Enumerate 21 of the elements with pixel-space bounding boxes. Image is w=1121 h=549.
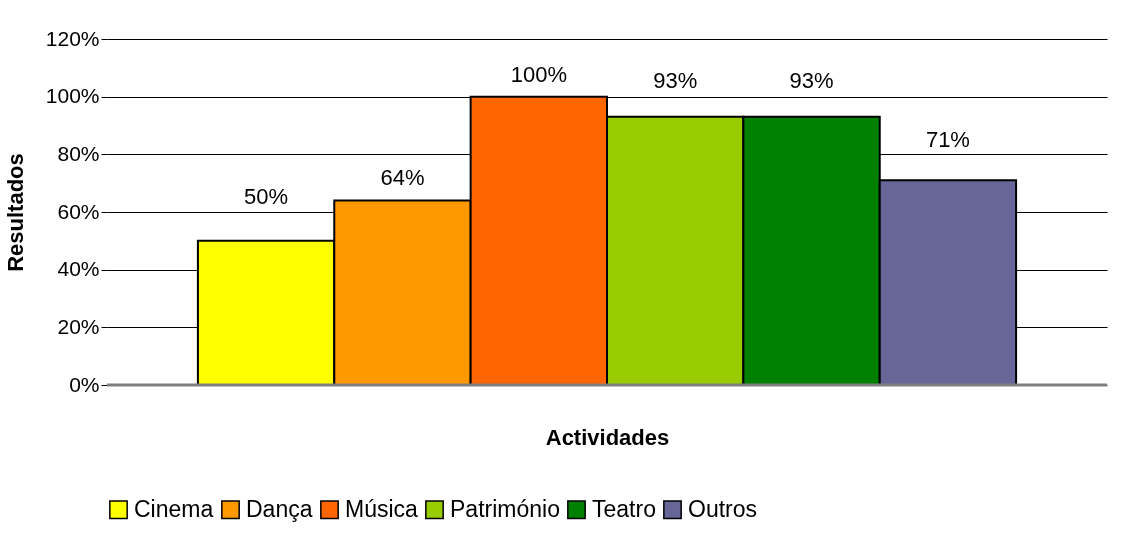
- y-tick-label: 120%: [45, 26, 100, 50]
- x-axis-title: Actividades: [545, 424, 670, 450]
- legend-label: Património: [450, 495, 560, 522]
- legend-label: Outros: [688, 495, 758, 522]
- y-tick-label: 60%: [57, 199, 100, 223]
- y-tick-label: 40%: [57, 257, 100, 281]
- data-label: 50%: [244, 183, 289, 209]
- legend-label: Música: [345, 495, 419, 522]
- data-label: 64%: [380, 165, 425, 191]
- y-tick-label: 80%: [57, 141, 100, 165]
- y-tick-label: 100%: [45, 84, 100, 108]
- y-tick-label: 20%: [57, 314, 100, 338]
- legend-label: Teatro: [592, 495, 656, 522]
- y-tick-label: 0%: [69, 372, 100, 396]
- data-label: 100%: [510, 61, 567, 87]
- data-label: 93%: [789, 67, 834, 93]
- y-axis-title: Resultados: [2, 153, 28, 272]
- data-label: 93%: [653, 67, 698, 93]
- data-label: 71%: [925, 127, 970, 153]
- legend-label: Cinema: [134, 495, 214, 522]
- legend-label: Dança: [246, 495, 313, 522]
